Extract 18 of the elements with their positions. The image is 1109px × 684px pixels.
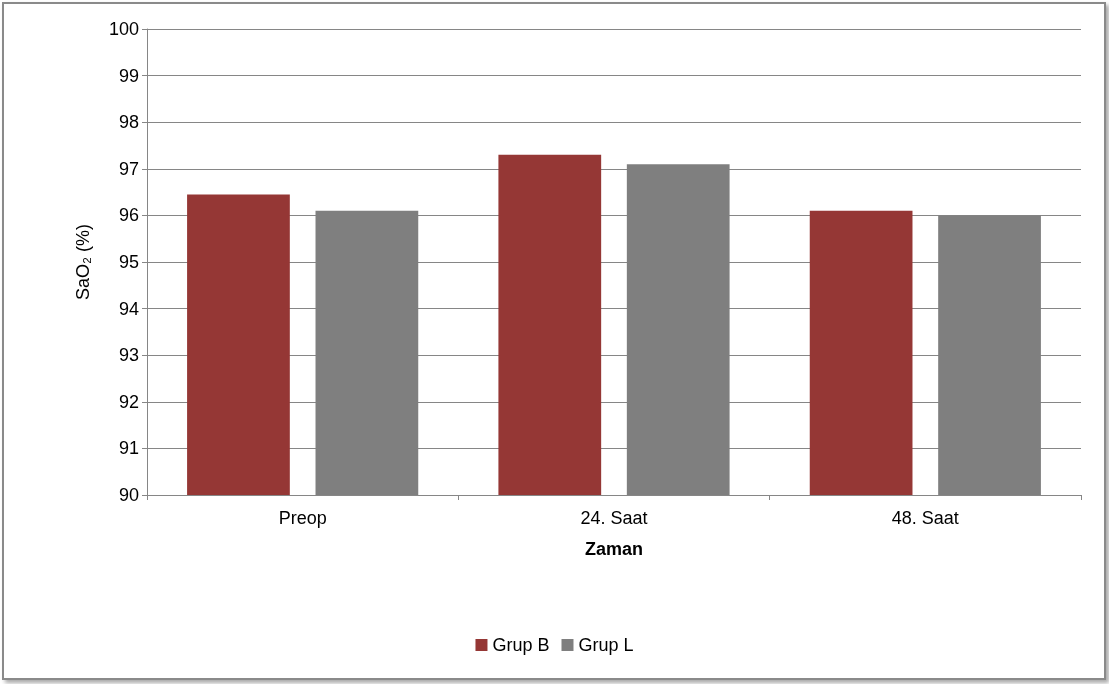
x-tick-label: Preop bbox=[278, 508, 327, 528]
y-tick-label: 96 bbox=[118, 205, 139, 226]
legend-label: Grup L bbox=[578, 635, 634, 655]
y-axis-title: SaO₂ (%) bbox=[73, 224, 93, 300]
y-tick-label: 94 bbox=[118, 298, 139, 319]
x-tick-label: 24. Saat bbox=[580, 508, 648, 528]
y-tick-label: 90 bbox=[118, 485, 139, 505]
x-axis-title: Zaman bbox=[584, 539, 644, 559]
y-tick-label: 99 bbox=[118, 65, 139, 86]
y-tick-label: 98 bbox=[118, 112, 139, 133]
legend-label: Grup B bbox=[492, 635, 550, 655]
y-tick-label: 97 bbox=[118, 158, 139, 179]
y-tick-label: 91 bbox=[118, 438, 139, 459]
y-tick-label: 95 bbox=[118, 252, 139, 272]
x-tick-label: 48. Saat bbox=[891, 508, 959, 528]
y-tick-label: 92 bbox=[118, 391, 139, 412]
y-tick-label: 93 bbox=[118, 345, 139, 366]
y-tick-label: 100 bbox=[108, 19, 139, 39]
